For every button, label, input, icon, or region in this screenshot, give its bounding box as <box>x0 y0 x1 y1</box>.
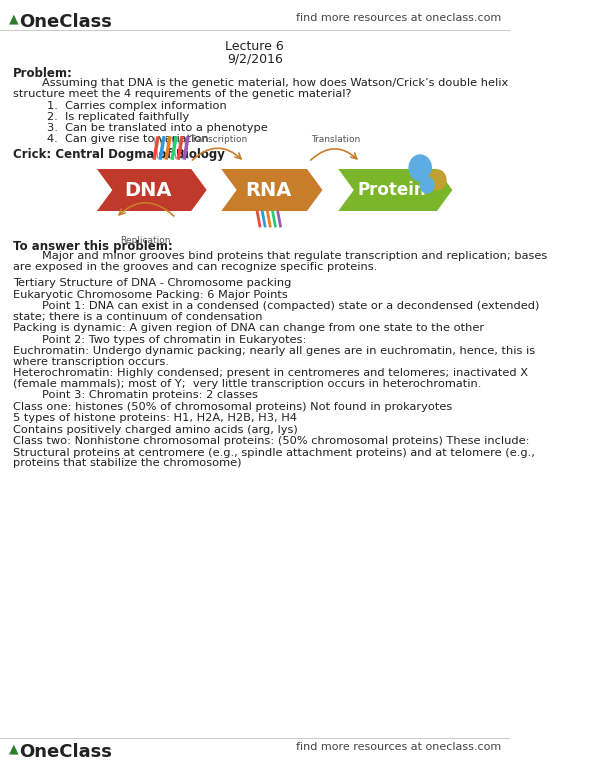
Text: Translation: Translation <box>312 135 361 144</box>
Text: Class two: Nonhistone chromosomal proteins: (50% chromosomal proteins) These inc: Class two: Nonhistone chromosomal protei… <box>13 436 530 446</box>
Circle shape <box>409 155 431 181</box>
Text: Assuming that DNA is the genetic material, how does Watson/Crick’s double helix: Assuming that DNA is the genetic materia… <box>13 78 508 88</box>
Text: Contains positively charged amino acids (arg, lys): Contains positively charged amino acids … <box>13 424 297 434</box>
Text: Crick: Central Dogma of Biology: Crick: Central Dogma of Biology <box>13 148 225 161</box>
Polygon shape <box>97 169 206 211</box>
Text: (female mammals); most of Y;  very little transcription occurs in heterochromati: (female mammals); most of Y; very little… <box>13 379 481 389</box>
Text: proteins that stabilize the chromosome): proteins that stabilize the chromosome) <box>13 458 242 468</box>
Text: Point 3: Chromatin proteins: 2 classes: Point 3: Chromatin proteins: 2 classes <box>13 390 258 400</box>
Text: find more resources at oneclass.com: find more resources at oneclass.com <box>296 13 502 23</box>
Text: structure meet the 4 requirements of the genetic material?: structure meet the 4 requirements of the… <box>13 89 352 99</box>
Text: Point 2: Two types of chromatin in Eukaryotes:: Point 2: Two types of chromatin in Eukar… <box>13 334 306 344</box>
Text: Problem:: Problem: <box>13 67 73 80</box>
Text: Replication: Replication <box>121 236 171 245</box>
Text: 4.  Can give rise to variation: 4. Can give rise to variation <box>47 134 209 144</box>
Text: ▲: ▲ <box>8 742 18 755</box>
Text: where transcription occurs.: where transcription occurs. <box>13 357 169 367</box>
Circle shape <box>420 177 434 193</box>
Text: OneClass: OneClass <box>19 743 112 761</box>
Text: Packing is dynamic: A given region of DNA can change from one state to the other: Packing is dynamic: A given region of DN… <box>13 323 484 333</box>
Text: DNA: DNA <box>124 180 172 199</box>
Text: To answer this problem:: To answer this problem: <box>13 240 173 253</box>
Polygon shape <box>339 169 452 211</box>
Text: find more resources at oneclass.com: find more resources at oneclass.com <box>296 742 502 752</box>
Text: Structural proteins at centromere (e.g., spindle attachment proteins) and at tel: Structural proteins at centromere (e.g.,… <box>13 447 535 457</box>
Text: Protein: Protein <box>358 181 426 199</box>
Polygon shape <box>221 169 322 211</box>
Text: are exposed in the grooves and can recognize specific proteins.: are exposed in the grooves and can recog… <box>13 262 377 272</box>
Text: Eukaryotic Chromosome Packing: 6 Major Points: Eukaryotic Chromosome Packing: 6 Major P… <box>13 290 287 300</box>
Text: 9/2/2016: 9/2/2016 <box>227 52 283 65</box>
Text: Heterochromatin: Highly condensed; present in centromeres and telomeres; inactiv: Heterochromatin: Highly condensed; prese… <box>13 368 528 378</box>
Text: state; there is a continuum of condensation: state; there is a continuum of condensat… <box>13 312 262 322</box>
Text: Class one: histones (50% of chromosomal proteins) Not found in prokaryotes: Class one: histones (50% of chromosomal … <box>13 401 452 411</box>
Text: Transcription: Transcription <box>190 135 248 144</box>
Text: 2.  Is replicated faithfully: 2. Is replicated faithfully <box>47 112 189 122</box>
Text: Major and minor grooves bind proteins that regulate transcription and replicatio: Major and minor grooves bind proteins th… <box>13 251 547 261</box>
Text: 3.  Can be translated into a phenotype: 3. Can be translated into a phenotype <box>47 123 268 133</box>
Text: Tertiary Structure of DNA - Chromosome packing: Tertiary Structure of DNA - Chromosome p… <box>13 278 291 288</box>
Text: ▲: ▲ <box>8 12 18 25</box>
Circle shape <box>429 170 446 190</box>
Text: 1.  Carries complex information: 1. Carries complex information <box>47 101 227 111</box>
Text: Point 1: DNA can exist in a condensed (compacted) state or a decondensed (extend: Point 1: DNA can exist in a condensed (c… <box>13 301 539 311</box>
Text: Lecture 6: Lecture 6 <box>226 40 284 53</box>
Text: RNA: RNA <box>245 180 292 199</box>
Text: OneClass: OneClass <box>19 13 112 31</box>
Text: 5 types of histone proteins: H1, H2A, H2B, H3, H4: 5 types of histone proteins: H1, H2A, H2… <box>13 413 297 423</box>
Text: Euchromatin: Undergo dynamic packing; nearly all genes are in euchromatin, hence: Euchromatin: Undergo dynamic packing; ne… <box>13 346 535 356</box>
